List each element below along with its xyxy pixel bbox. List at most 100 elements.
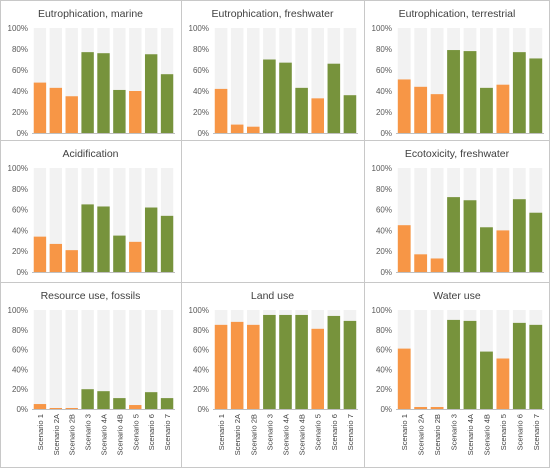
y-tick-label: 0%: [380, 129, 392, 138]
bar-scenario-1: [397, 225, 411, 272]
panel-title: Acidification: [62, 148, 118, 160]
bar-scenario-7: [529, 212, 543, 272]
bar-track: [113, 310, 126, 409]
chart-panel-7: Resource use, fossils 0% 20% 40% 60% 80% 100% S…: [8, 290, 175, 455]
y-tick-label: 100%: [189, 24, 209, 33]
panel-title: Eutrophication, freshwater: [212, 8, 334, 20]
bar-scenario-4a: [463, 200, 477, 272]
y-tick-label: 100%: [189, 306, 209, 315]
bar-track: [65, 310, 78, 409]
bar-scenario-4b: [295, 87, 308, 133]
y-tick-label: 100%: [8, 306, 28, 315]
bar-scenario-2a: [230, 124, 244, 133]
bar-scenario-3: [263, 314, 276, 409]
y-tick-label: 40%: [376, 87, 392, 96]
chart-panel-9: Water use 0% 20% 40% 60% 80% 100% Scenario 1 Sce…: [372, 290, 544, 455]
bar-scenario-2a: [414, 407, 428, 409]
x-tick-label: Scenario 7: [532, 414, 541, 450]
bar-track: [33, 310, 47, 409]
panel-title: Eutrophication, marine: [38, 8, 143, 20]
y-tick-label: 80%: [193, 326, 209, 335]
chart-panel-2: Eutrophication, freshwater 0% 20% 40% 60% 80%…: [189, 8, 358, 138]
chart-panel-3: Eutrophication, terrestrial 0% 20% 40% 60% 80…: [372, 8, 544, 138]
x-tick-label: Scenario 4A: [100, 413, 109, 455]
bar-scenario-1: [214, 88, 228, 133]
bar-track: [97, 310, 110, 409]
bar-scenario-2b: [246, 126, 260, 133]
x-tick-label: Scenario 6: [330, 414, 339, 450]
x-tick-label: Scenario 2B: [433, 414, 442, 455]
bar-scenario-1: [397, 348, 411, 409]
bar-scenario-6: [512, 322, 526, 409]
y-tick-label: 20%: [376, 385, 392, 394]
x-tick-label: Scenario 3: [84, 414, 93, 450]
bar-scenario-5: [311, 98, 325, 133]
y-tick-label: 80%: [376, 326, 392, 335]
x-tick-label: Scenario 3: [450, 414, 459, 450]
chart-panel-6: Ecotoxicity, freshwater 0% 20% 40% 60% 80% 100…: [372, 148, 544, 277]
y-tick-label: 100%: [8, 164, 28, 173]
y-tick-label: 60%: [376, 66, 392, 75]
y-tick-label: 80%: [193, 45, 209, 54]
bar-scenario-7: [343, 95, 357, 133]
x-tick-label: Scenario 5: [131, 414, 140, 450]
bar-scenario-2b: [65, 408, 78, 409]
bar-track: [49, 310, 63, 409]
bar-scenario-4b: [113, 398, 126, 409]
y-tick-label: 60%: [12, 66, 28, 75]
y-tick-label: 0%: [380, 405, 392, 414]
bar-scenario-4b: [113, 235, 126, 272]
bar-scenario-3: [447, 319, 460, 409]
bar-track: [246, 28, 260, 133]
bar-scenario-4a: [279, 62, 292, 133]
bar-scenario-7: [343, 320, 357, 409]
y-tick-label: 0%: [16, 268, 28, 277]
bar-scenario-4a: [97, 53, 110, 134]
panel-title: Resource use, fossils: [41, 290, 141, 302]
y-tick-label: 0%: [197, 405, 209, 414]
bar-scenario-6: [512, 199, 526, 272]
x-tick-label: Scenario 7: [346, 414, 355, 450]
x-tick-label: Scenario 4A: [466, 413, 475, 455]
bar-track: [430, 310, 444, 409]
bar-track: [430, 168, 444, 272]
y-tick-label: 20%: [376, 247, 392, 256]
bar-scenario-2b: [246, 324, 260, 409]
bar-track: [65, 168, 78, 272]
y-tick-label: 20%: [12, 385, 28, 394]
x-tick-label: Scenario 2A: [233, 413, 242, 455]
y-tick-label: 60%: [193, 66, 209, 75]
bar-scenario-5: [496, 358, 510, 409]
bar-scenario-2a: [414, 254, 428, 272]
bar-scenario-7: [529, 324, 543, 409]
x-tick-label: Scenario 3: [265, 414, 274, 450]
y-tick-label: 20%: [12, 247, 28, 256]
panel-title: Ecotoxicity, freshwater: [405, 148, 510, 160]
y-tick-label: 80%: [12, 326, 28, 335]
y-tick-label: 20%: [193, 108, 209, 117]
bar-scenario-3: [447, 50, 460, 133]
bar-scenario-2a: [49, 87, 63, 133]
y-tick-label: 40%: [12, 87, 28, 96]
x-tick-label: Scenario 1: [217, 414, 226, 450]
y-tick-label: 60%: [193, 346, 209, 355]
x-tick-label: Scenario 4A: [282, 413, 291, 455]
y-tick-label: 80%: [376, 185, 392, 194]
bar-scenario-4b: [480, 87, 493, 133]
x-tick-label: Scenario 1: [36, 414, 45, 450]
y-tick-label: 100%: [372, 164, 392, 173]
x-tick-label: Scenario 1: [400, 414, 409, 450]
bar-scenario-7: [160, 215, 174, 272]
bar-scenario-4a: [97, 391, 110, 409]
bar-scenario-7: [160, 74, 174, 133]
x-tick-label: Scenario 5: [314, 414, 323, 450]
bar-scenario-3: [447, 197, 460, 272]
bar-track: [81, 310, 94, 409]
bar-scenario-5: [129, 241, 142, 272]
y-tick-label: 60%: [12, 346, 28, 355]
bar-scenario-2b: [430, 94, 444, 133]
bar-scenario-6: [144, 54, 158, 133]
bar-track: [160, 310, 174, 409]
bar-scenario-5: [311, 328, 325, 409]
bar-track: [414, 168, 428, 272]
